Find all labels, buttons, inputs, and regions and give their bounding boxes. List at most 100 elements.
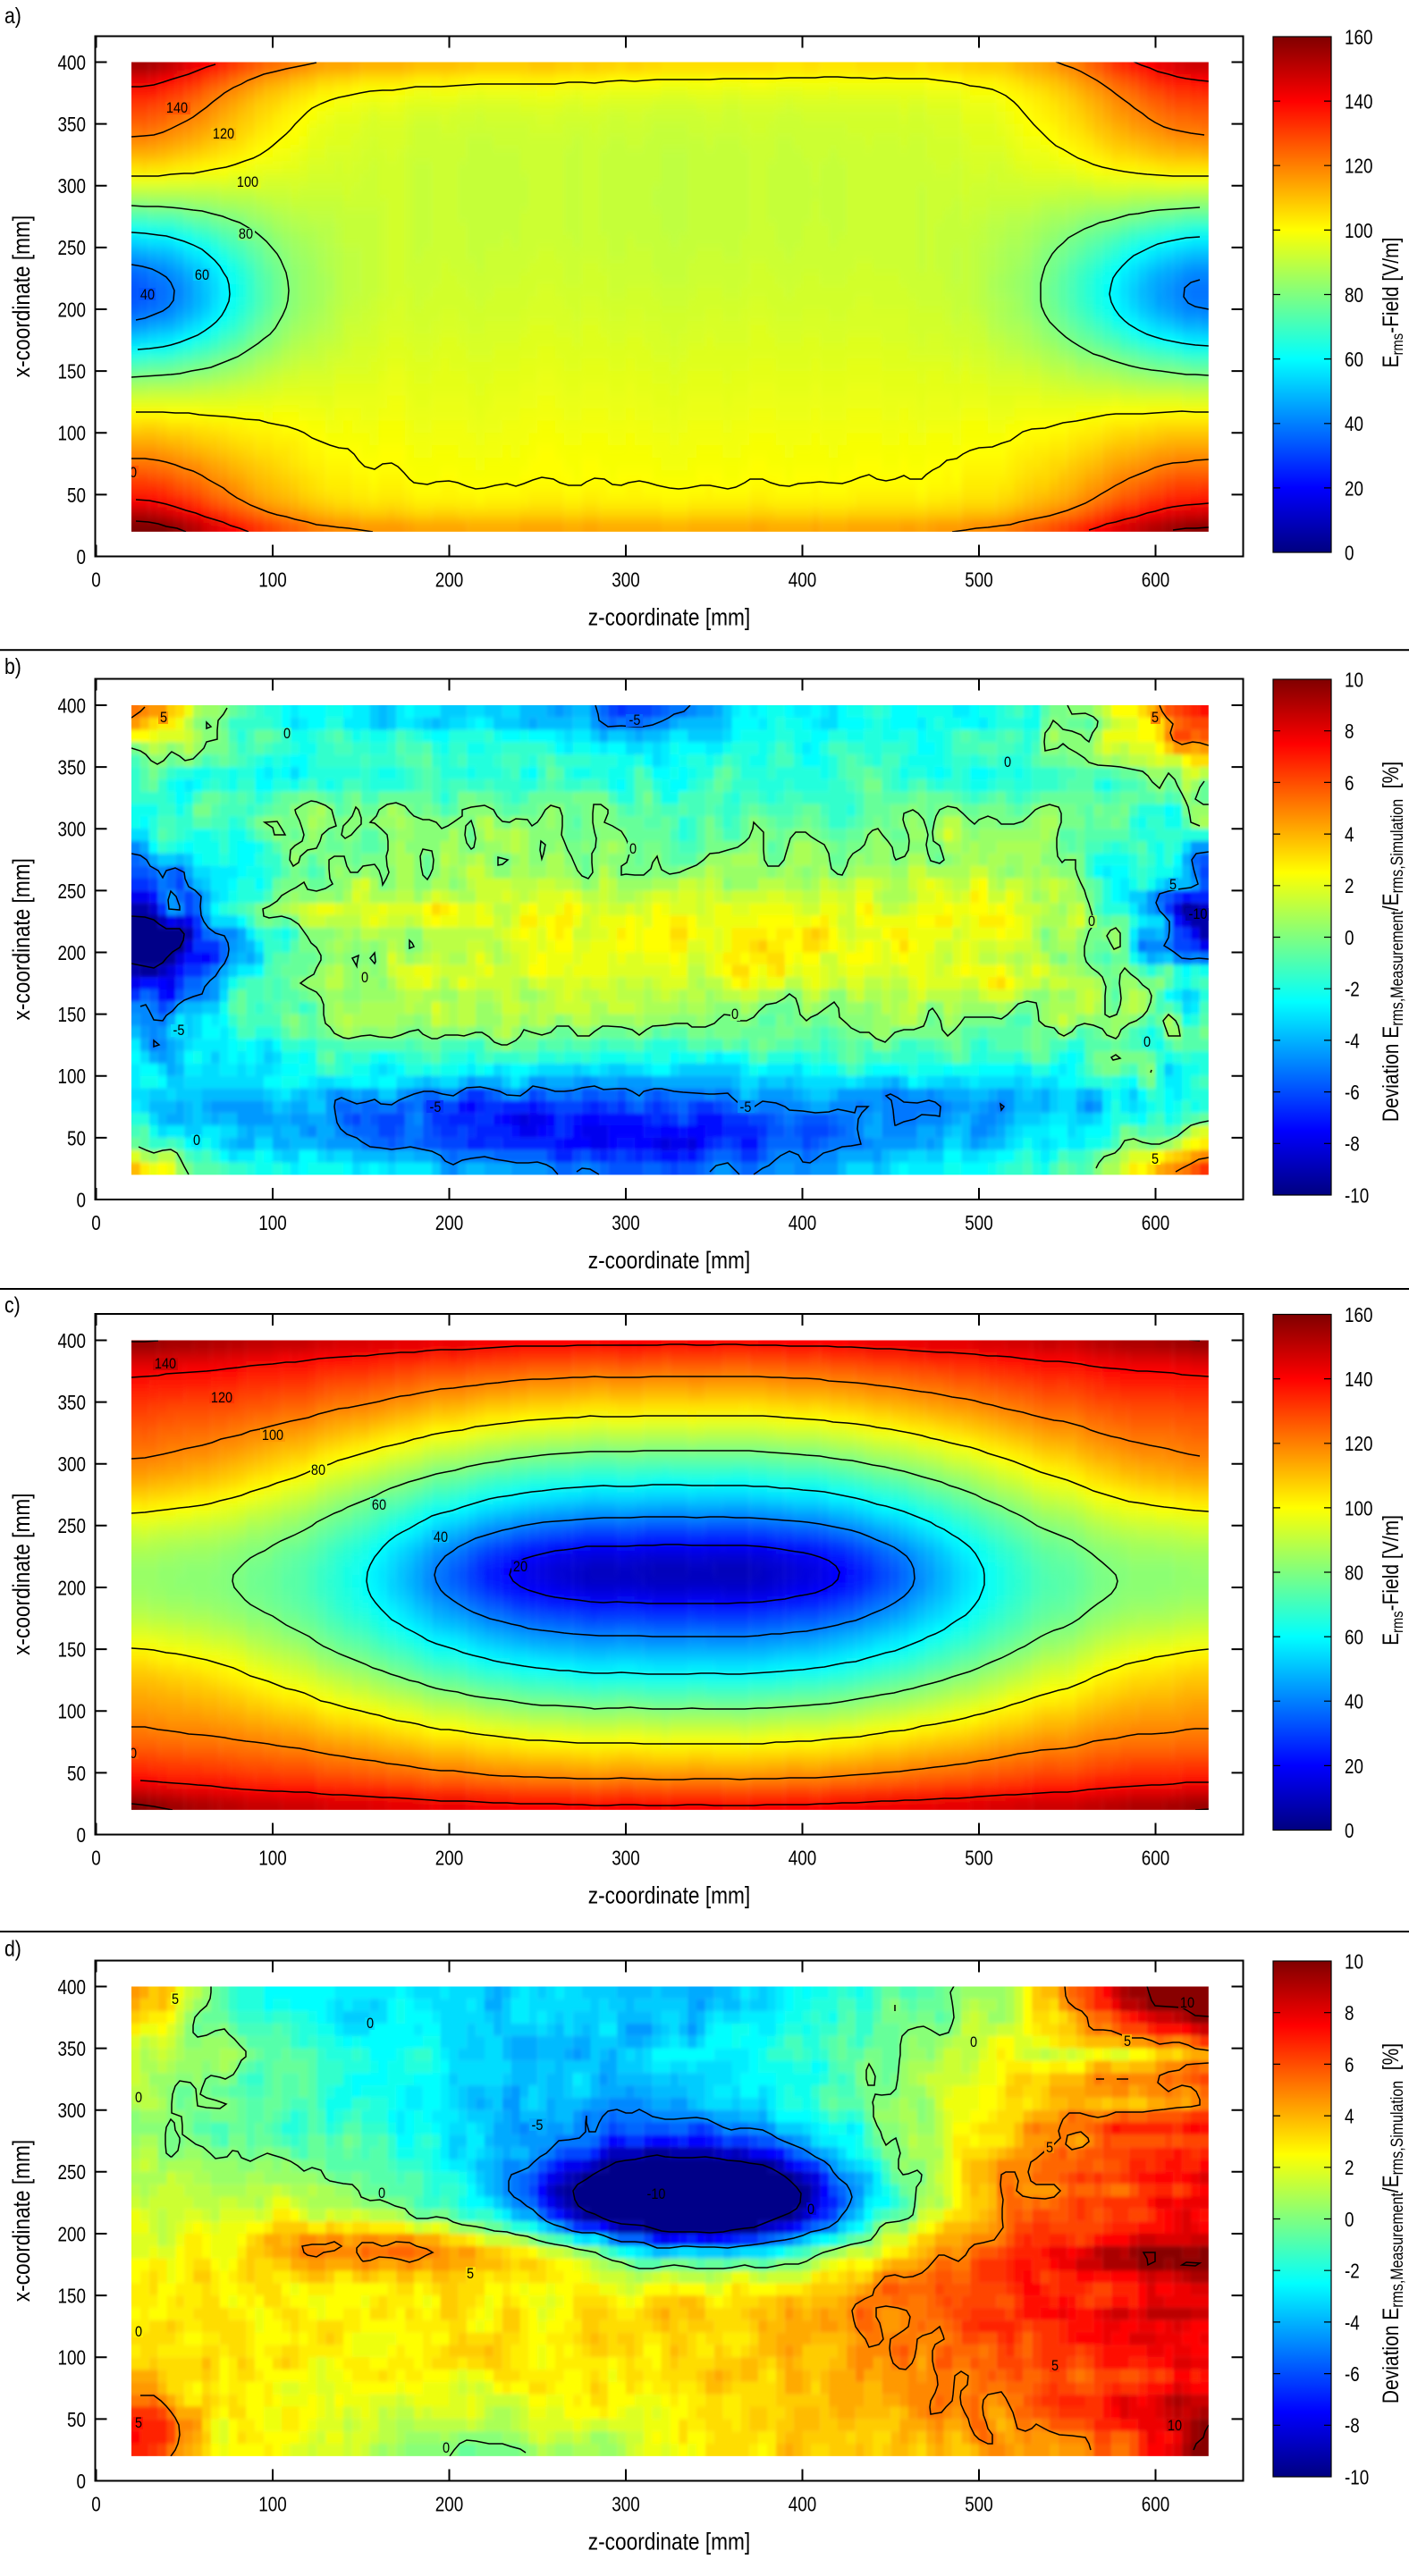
svg-text:350: 350 xyxy=(58,2038,86,2060)
svg-text:80: 80 xyxy=(1345,284,1363,307)
svg-text:0: 0 xyxy=(378,2185,385,2201)
svg-text:250: 250 xyxy=(58,2162,86,2185)
svg-text:160: 160 xyxy=(1345,1304,1372,1326)
svg-text:140: 140 xyxy=(166,100,189,116)
svg-text:60: 60 xyxy=(372,1497,386,1513)
svg-text:z-coordinate [mm]: z-coordinate [mm] xyxy=(588,2529,750,2555)
svg-text:400: 400 xyxy=(58,1976,86,1999)
svg-text:160: 160 xyxy=(1345,27,1372,49)
svg-text:0: 0 xyxy=(1345,1820,1354,1842)
svg-text:200: 200 xyxy=(58,2224,86,2246)
svg-text:-2: -2 xyxy=(1345,2260,1360,2283)
svg-text:400: 400 xyxy=(789,569,816,592)
svg-text:5: 5 xyxy=(1152,710,1159,726)
svg-text:-4: -4 xyxy=(1345,1031,1360,1053)
svg-text:5: 5 xyxy=(1051,2358,1059,2374)
svg-text:0: 0 xyxy=(1345,927,1354,949)
svg-text:300: 300 xyxy=(612,569,639,592)
svg-text:300: 300 xyxy=(58,1453,86,1476)
svg-text:-8: -8 xyxy=(1345,1133,1360,1156)
svg-text:0: 0 xyxy=(361,970,368,986)
svg-text:150: 150 xyxy=(58,361,86,383)
svg-text:5: 5 xyxy=(1152,1151,1159,1167)
svg-text:250: 250 xyxy=(58,880,86,903)
svg-text:300: 300 xyxy=(612,2494,639,2516)
svg-text:100: 100 xyxy=(258,1848,286,1870)
svg-text:350: 350 xyxy=(58,757,86,779)
svg-text:-6: -6 xyxy=(1345,2363,1360,2386)
svg-text:100: 100 xyxy=(58,2347,86,2370)
svg-text:0: 0 xyxy=(1004,754,1011,770)
svg-text:120: 120 xyxy=(1345,1434,1372,1456)
svg-text:200: 200 xyxy=(58,942,86,964)
svg-text:600: 600 xyxy=(1142,2494,1169,2516)
svg-text:250: 250 xyxy=(58,238,86,260)
svg-text:500: 500 xyxy=(965,569,992,592)
svg-text:z-coordinate [mm]: z-coordinate [mm] xyxy=(588,1882,750,1909)
svg-text:-10: -10 xyxy=(1189,906,1208,922)
svg-text:20: 20 xyxy=(513,1559,527,1575)
svg-text:0: 0 xyxy=(970,2034,977,2050)
svg-text:5: 5 xyxy=(1046,2140,1053,2156)
svg-text:600: 600 xyxy=(1142,1212,1169,1234)
svg-text:0: 0 xyxy=(77,1190,86,1212)
svg-text:150: 150 xyxy=(58,2286,86,2308)
svg-text:a): a) xyxy=(4,3,21,28)
svg-text:40: 40 xyxy=(1345,1691,1363,1713)
svg-text:600: 600 xyxy=(1142,1848,1169,1870)
svg-text:20: 20 xyxy=(1345,478,1363,501)
svg-text:-8: -8 xyxy=(1345,2415,1360,2437)
svg-text:100: 100 xyxy=(1345,1498,1372,1520)
svg-text:100: 100 xyxy=(262,1427,284,1444)
svg-text:z-coordinate [mm]: z-coordinate [mm] xyxy=(588,604,750,631)
svg-text:160: 160 xyxy=(115,1746,138,1762)
svg-text:0: 0 xyxy=(367,2016,374,2032)
svg-text:350: 350 xyxy=(58,114,86,136)
svg-text:120: 120 xyxy=(213,126,235,142)
svg-text:200: 200 xyxy=(58,1578,86,1600)
svg-text:40: 40 xyxy=(434,1529,448,1545)
svg-text:x-coordinate [mm]: x-coordinate [mm] xyxy=(8,858,35,1020)
svg-text:150: 150 xyxy=(58,1004,86,1026)
svg-text:x-coordinate [mm]: x-coordinate [mm] xyxy=(8,215,35,377)
svg-text:c): c) xyxy=(4,1292,21,1317)
svg-text:400: 400 xyxy=(58,52,86,74)
svg-text:5: 5 xyxy=(135,2415,142,2431)
svg-text:400: 400 xyxy=(789,1848,816,1870)
svg-text:8: 8 xyxy=(1345,2002,1354,2025)
svg-text:100: 100 xyxy=(58,423,86,445)
svg-text:300: 300 xyxy=(612,1212,639,1234)
svg-text:0: 0 xyxy=(77,1824,86,1847)
svg-text:300: 300 xyxy=(58,819,86,841)
svg-text:400: 400 xyxy=(789,2494,816,2516)
svg-text:100: 100 xyxy=(258,569,286,592)
svg-text:80: 80 xyxy=(239,226,253,242)
svg-text:50: 50 xyxy=(67,1763,86,1785)
svg-text:160: 160 xyxy=(115,465,138,481)
svg-text:0: 0 xyxy=(283,726,291,742)
svg-text:10: 10 xyxy=(1345,1951,1363,1974)
svg-text:100: 100 xyxy=(1345,220,1372,242)
svg-text:0: 0 xyxy=(193,1132,200,1149)
svg-text:0: 0 xyxy=(135,2090,142,2106)
svg-text:500: 500 xyxy=(965,1848,992,1870)
svg-text:-5: -5 xyxy=(532,2117,544,2134)
svg-text:60: 60 xyxy=(1345,349,1363,371)
svg-text:z-coordinate [mm]: z-coordinate [mm] xyxy=(588,1247,750,1274)
svg-text:-10: -10 xyxy=(1345,1185,1369,1208)
svg-text:140: 140 xyxy=(1345,1368,1372,1391)
svg-text:120: 120 xyxy=(1345,156,1372,178)
svg-text:100: 100 xyxy=(258,2494,286,2516)
svg-text:2: 2 xyxy=(1345,2158,1354,2180)
svg-text:-5: -5 xyxy=(740,1099,752,1115)
svg-text:-10: -10 xyxy=(1345,2467,1369,2489)
svg-text:200: 200 xyxy=(58,299,86,322)
svg-text:x-coordinate [mm]: x-coordinate [mm] xyxy=(8,1493,35,1654)
svg-text:100: 100 xyxy=(237,174,259,190)
svg-text:4: 4 xyxy=(1345,2106,1354,2128)
svg-text:150: 150 xyxy=(58,1639,86,1662)
svg-text:10: 10 xyxy=(1180,1995,1194,2011)
svg-text:500: 500 xyxy=(965,1212,992,1234)
svg-text:300: 300 xyxy=(58,175,86,198)
svg-text:600: 600 xyxy=(1142,569,1169,592)
